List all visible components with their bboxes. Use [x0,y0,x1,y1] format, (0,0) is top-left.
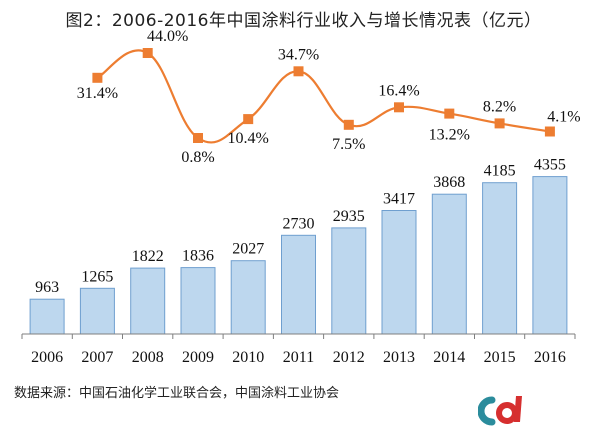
growth-marker-2015 [494,118,505,129]
x-tick-label-2006: 2006 [31,349,63,366]
bar-2015 [482,182,518,335]
bar-2007 [79,287,115,335]
x-tick-label-2012: 2012 [333,349,365,366]
bar-label-2012: 2935 [333,208,365,225]
bar-label-2007: 1265 [81,268,113,285]
growth-marker-2007 [92,72,103,83]
growth-marker-2011 [293,66,304,77]
bar-2006 [29,298,65,335]
bar-2008 [130,267,166,335]
x-tick-label-2016: 2016 [534,349,566,366]
bar-label-2014: 3868 [433,174,465,191]
bar-label-2016: 4355 [534,157,566,174]
bar-label-2011: 2730 [283,215,315,232]
bar-label-2008: 1822 [132,248,164,265]
site-logo [478,396,522,426]
bar-2012 [331,227,367,335]
source-note: 数据来源：中国石油化学工业联合会，中国涂料工业协会 [14,386,340,401]
growth-line [96,49,551,144]
growth-label-2012: 7.5% [332,136,365,153]
x-tick-label-2014: 2014 [433,349,465,366]
x-tick-label-2010: 2010 [232,349,264,366]
growth-label-2011: 34.7% [278,46,319,63]
bar-2010 [230,260,266,335]
bar-label-2006: 963 [35,279,59,296]
growth-marker-2013 [394,102,404,113]
growth-label-2014: 13.2% [429,127,470,144]
growth-label-2007: 31.4% [77,85,118,102]
bar-label-2010: 2027 [232,241,264,258]
x-tick-label-2011: 2011 [283,349,314,366]
bar-label-2009: 1836 [182,248,214,265]
growth-label-2010: 10.4% [228,130,269,147]
bar-label-2015: 4185 [484,163,516,180]
growth-label-2013: 16.4% [378,82,419,99]
x-tick-label-2015: 2015 [484,349,516,366]
growth-label-2016: 4.1% [547,109,580,126]
growth-marker-2014 [444,108,455,119]
x-tick-label-2007: 2007 [81,349,113,366]
bar-2011 [281,234,316,335]
growth-label-2008: 44.0% [147,28,188,45]
bar-2013 [381,210,417,335]
bar-2014 [431,193,467,335]
bar-2016 [532,176,568,335]
logo-mark-icon [478,396,522,426]
growth-marker-2012 [343,119,354,130]
growth-label-2009: 0.8% [181,149,214,166]
x-tick-label-2013: 2013 [383,349,415,366]
bar-label-2013: 3417 [383,191,415,208]
growth-marker-2009 [193,133,203,143]
x-tick-label-2009: 2009 [182,349,214,366]
x-tick-label-2008: 2008 [132,349,164,366]
growth-label-2015: 8.2% [483,98,516,115]
growth-marker-2008 [142,48,153,58]
bar-2009 [180,267,216,335]
growth-marker-2016 [544,126,555,137]
chart-title: 图2：2006-2016年中国涂料行业收入与增长情况表（亿元） [65,11,542,31]
growth-marker-2010 [243,114,254,125]
